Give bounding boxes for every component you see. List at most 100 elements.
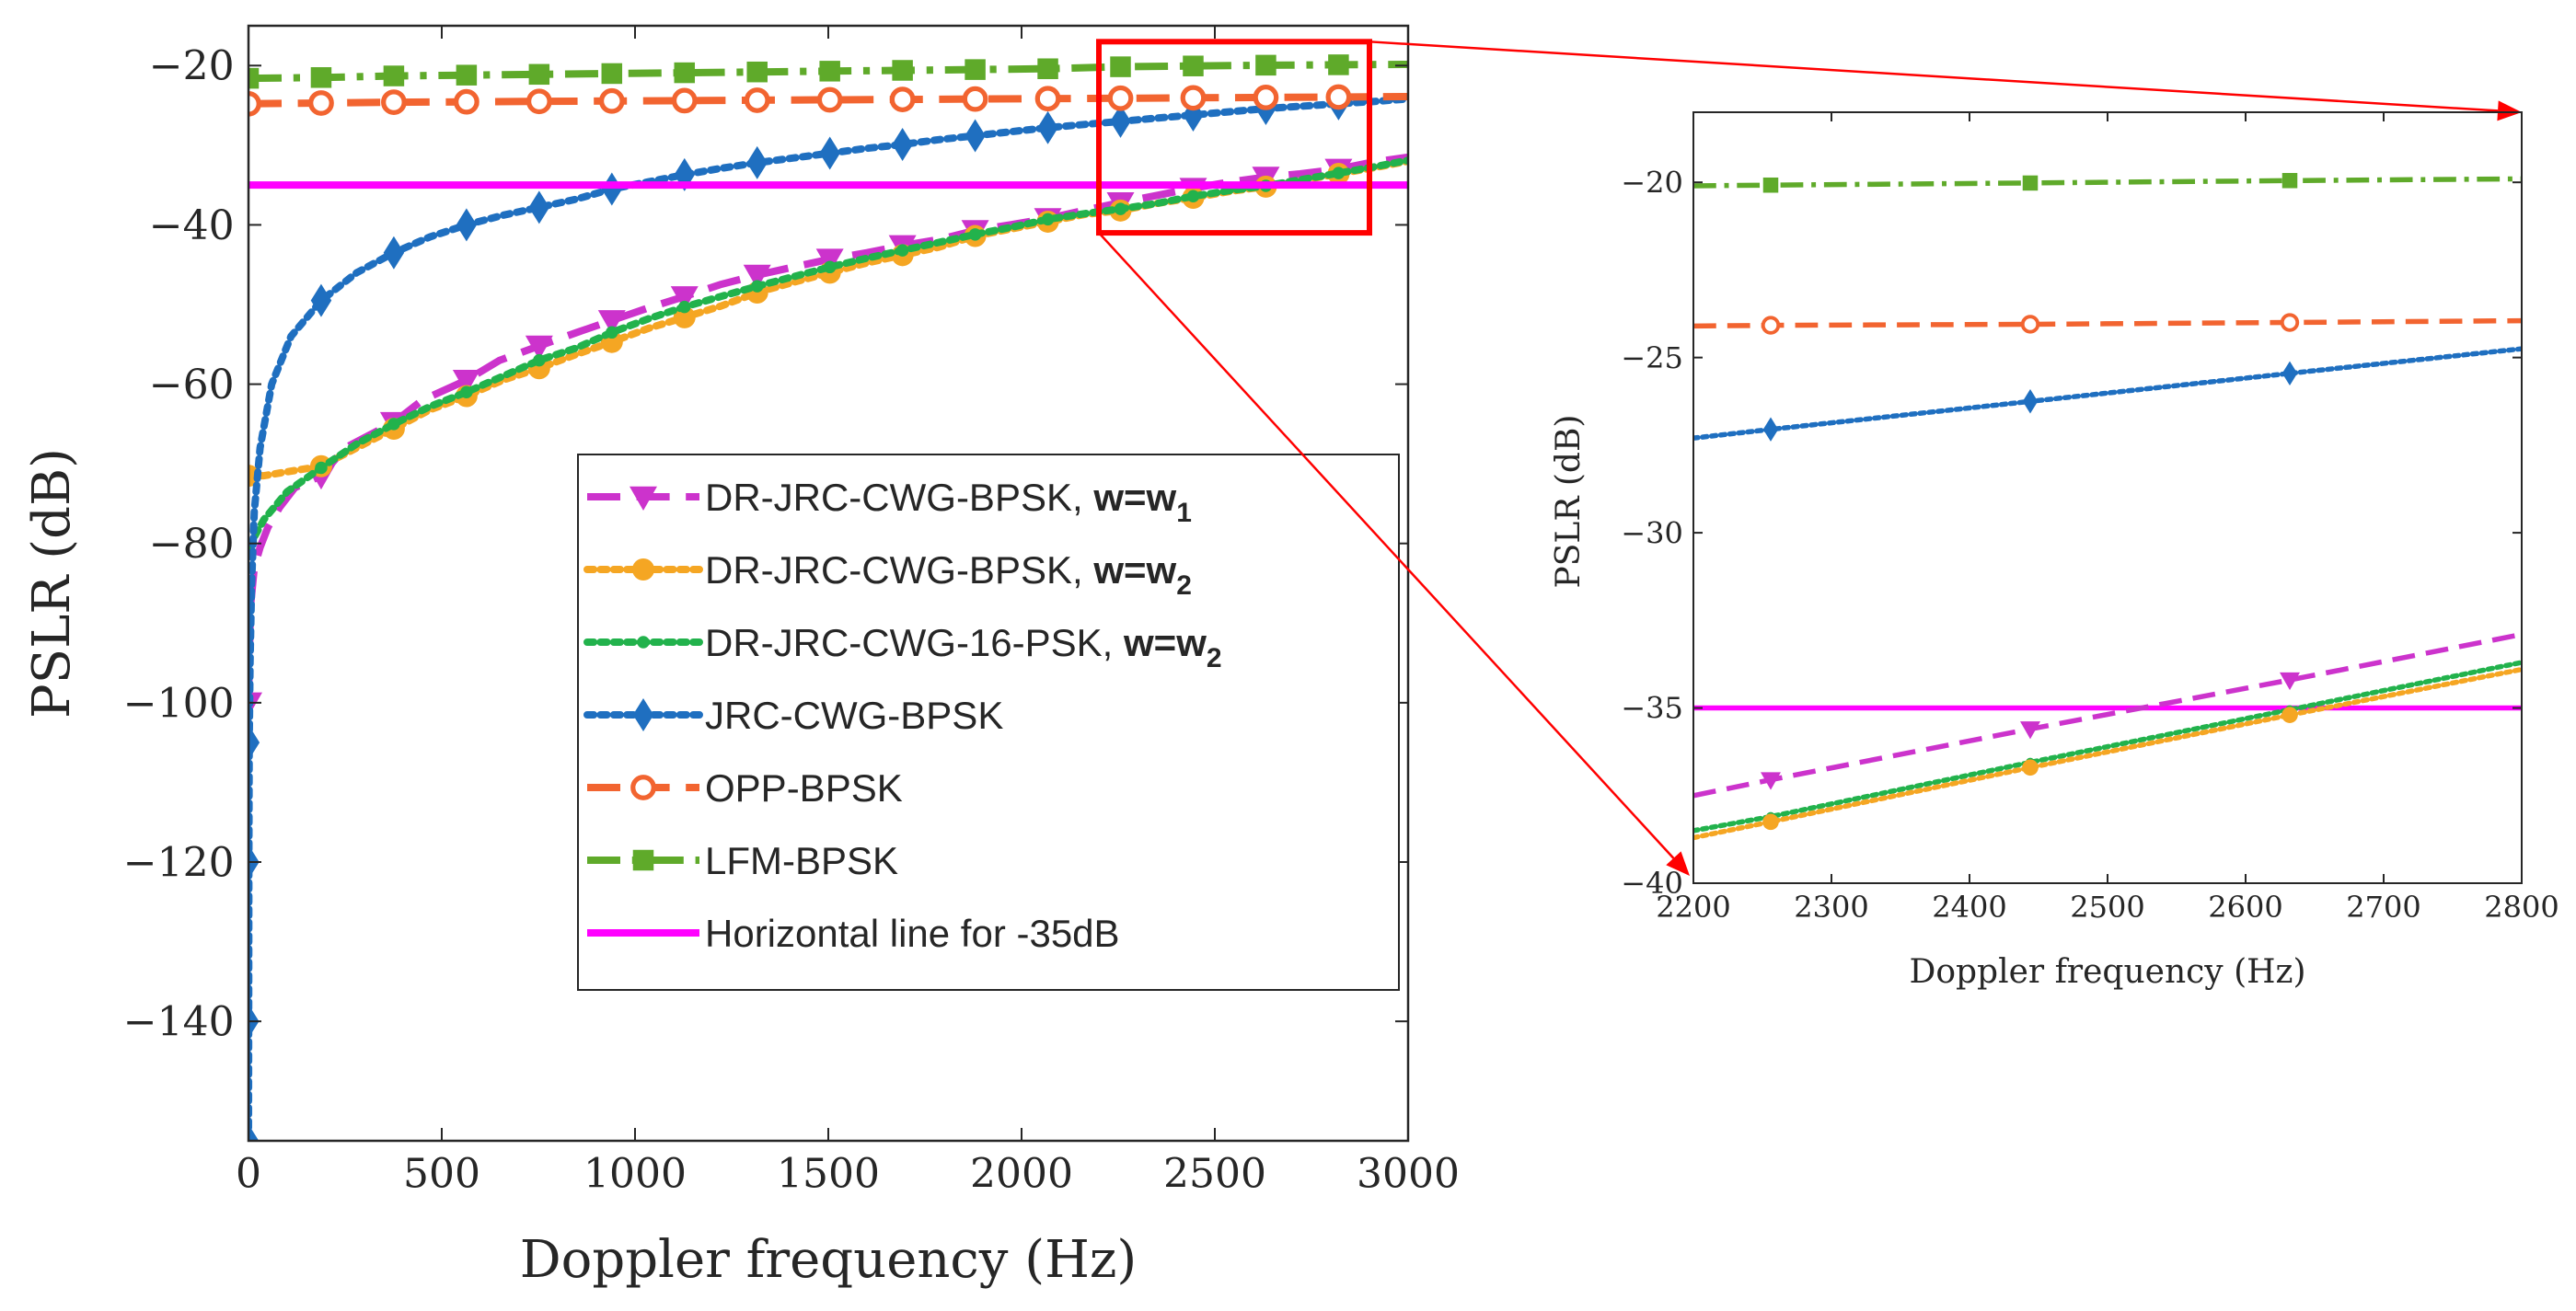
legend-entry-jrc-cwg-bpsk: JRC-CWG-BPSK xyxy=(583,694,1003,737)
main-marker-lfm-bpsk xyxy=(746,61,768,83)
main-marker-jrc-cwg-bpsk xyxy=(892,127,913,161)
main-marker-jrc-cwg-bpsk xyxy=(1110,104,1131,138)
main-series-dr-jrc-cwg-bpsk-w2 xyxy=(248,157,1408,488)
main-x-tick-label: 2000 xyxy=(970,1151,1073,1198)
main-y-tick-label: −120 xyxy=(123,839,235,886)
inset-marker-lfm-bpsk xyxy=(2022,175,2039,191)
main-marker-opp-bpsk xyxy=(381,89,407,115)
main-x-tick-label: 1500 xyxy=(777,1151,880,1198)
inset-marker-opp-bpsk xyxy=(1761,316,1781,335)
main-marker-dr-jrc-cwg-16-psk-w2 xyxy=(823,260,837,274)
inset-plot-frame xyxy=(1692,111,2523,884)
zoom-connectors xyxy=(1098,40,2522,876)
main-chart: 0 500 1000 1500 2000 2500 3000 −140 −120 −100 −80 −… xyxy=(22,24,1460,1290)
legend-entry-dr-jrc-cwg-16-psk-w2: DR-JRC-CWG-16-PSK, w=w2 xyxy=(583,621,1222,673)
main-marker-dr-jrc-cwg-bpsk-w1 xyxy=(597,310,626,335)
inset-marker-dr-jrc-cwg-bpsk-w2 xyxy=(1762,813,1779,831)
main-marker-dr-jrc-cwg-16-psk-w2 xyxy=(895,244,909,257)
inset-x-tick-label: 2400 xyxy=(1932,890,2006,925)
main-marker-dr-jrc-cwg-16-psk-w2 xyxy=(460,385,473,398)
legend-swatch-marker xyxy=(632,558,654,581)
main-y-axis-label: PSLR (dB) xyxy=(22,448,82,719)
legend-swatch-marker xyxy=(632,698,654,731)
inset-line-opp-bpsk xyxy=(1693,317,2522,329)
inset-line-dr-jrc-cwg-bpsk-w2 xyxy=(1693,666,2522,841)
legend-swatch-marker xyxy=(632,849,654,871)
main-marker-dr-jrc-cwg-16-psk-w2 xyxy=(1041,213,1055,226)
inset-marker-dr-jrc-cwg-bpsk-w1 xyxy=(2020,721,2040,740)
main-y-tick-label: −60 xyxy=(149,362,235,408)
zoom-box xyxy=(1096,39,1372,236)
main-line-opp-bpsk xyxy=(248,93,1408,108)
legend-label: LFM-BPSK xyxy=(705,839,898,882)
main-marker-lfm-bpsk xyxy=(1328,54,1349,75)
main-marker-opp-bpsk xyxy=(744,87,770,113)
main-marker-dr-jrc-cwg-16-psk-w2 xyxy=(750,280,764,293)
inset-marker-lfm-bpsk xyxy=(2281,173,2298,189)
main-x-tick-label: 2500 xyxy=(1163,1151,1266,1198)
inset-marker-opp-bpsk xyxy=(2020,315,2040,334)
main-series-opp-bpsk xyxy=(248,84,1408,117)
main-marker-opp-bpsk xyxy=(962,86,988,112)
legend-entry-horizontal-line-for-35db: Horizontal line for -35dB xyxy=(587,912,1120,955)
main-marker-lfm-bpsk xyxy=(965,59,986,80)
connector-arrow-top xyxy=(1369,40,2499,112)
inset-line-lfm-bpsk xyxy=(1693,176,2522,189)
main-marker-opp-bpsk xyxy=(454,88,479,115)
main-marker-jrc-cwg-bpsk xyxy=(746,145,768,179)
main-y-tick-label: −100 xyxy=(123,680,235,727)
main-marker-opp-bpsk xyxy=(816,86,843,113)
main-marker-dr-jrc-cwg-16-psk-w2 xyxy=(678,300,691,314)
inset-x-tick-label: 2800 xyxy=(2484,890,2559,925)
arrowhead-bottom xyxy=(1666,851,1690,876)
legend-swatch-marker xyxy=(630,486,657,511)
inset-line-dr-jrc-cwg-bpsk-w1 xyxy=(1693,631,2522,799)
main-marker-dr-jrc-cwg-16-psk-w2 xyxy=(968,228,982,241)
main-marker-dr-jrc-cwg-16-psk-w2 xyxy=(606,326,618,339)
legend-entry-dr-jrc-cwg-bpsk-w2: DR-JRC-CWG-BPSK, w=w2 xyxy=(583,548,1192,601)
inset-ticks: 2200 2300 2400 2500 2600 2700 2800 −40 −35 −30 −25… xyxy=(1621,112,2559,925)
main-marker-lfm-bpsk xyxy=(1110,56,1131,77)
connector-arrow-bottom xyxy=(1098,232,1675,859)
legend-entry-opp-bpsk: OPP-BPSK xyxy=(587,766,903,810)
main-marker-lfm-bpsk xyxy=(892,60,913,81)
main-ticks: 0 500 1000 1500 2000 2500 3000 −140 −120 −100 −80 −… xyxy=(123,26,1460,1198)
main-marker-lfm-bpsk xyxy=(1255,54,1276,76)
main-marker-lfm-bpsk xyxy=(1183,55,1204,76)
inset-series-lfm-bpsk xyxy=(1693,173,2522,193)
inset-marker-opp-bpsk xyxy=(2280,313,2300,332)
inset-series-dr-jrc-cwg-bpsk-w1 xyxy=(1693,631,2522,799)
inset-series-dr-jrc-cwg-16-psk-w2 xyxy=(1693,660,2522,834)
legend: DR-JRC-CWG-BPSK, w=w1 DR-JRC-CWG-BPSK, w=… xyxy=(577,454,1400,991)
main-series-layer xyxy=(248,54,1408,1141)
inset-line-jrc-cwg-bpsk xyxy=(1693,346,2522,441)
main-marker-lfm-bpsk xyxy=(310,67,332,88)
main-y-tick-label: −20 xyxy=(149,43,235,90)
inset-chart: 2200 2300 2400 2500 2600 2700 2800 −40 −35 −30 −25… xyxy=(1550,111,2559,991)
legend-entry-lfm-bpsk: LFM-BPSK xyxy=(587,839,898,882)
inset-series-dr-jrc-cwg-bpsk-w2 xyxy=(1693,666,2522,841)
main-line-dr-jrc-cwg-bpsk-w2 xyxy=(248,157,1408,480)
main-x-tick-label: 500 xyxy=(403,1151,480,1198)
main-marker-dr-jrc-cwg-16-psk-w2 xyxy=(1186,190,1200,203)
main-marker-opp-bpsk xyxy=(1180,85,1207,111)
main-y-tick-label: −140 xyxy=(123,999,235,1046)
main-marker-opp-bpsk xyxy=(1325,84,1352,110)
main-y-tick-label: −80 xyxy=(149,521,235,568)
main-marker-opp-bpsk xyxy=(1107,85,1134,111)
main-series-lfm-bpsk xyxy=(248,54,1408,89)
main-marker-dr-jrc-cwg-16-psk-w2 xyxy=(387,418,400,431)
inset-x-tick-label: 2700 xyxy=(2346,890,2420,925)
main-marker-dr-jrc-cwg-bpsk-w1 xyxy=(525,335,553,361)
main-marker-dr-jrc-cwg-bpsk-w1 xyxy=(670,286,699,311)
main-x-tick-label: 0 xyxy=(236,1151,261,1198)
inset-x-tick-label: 2300 xyxy=(1794,890,1868,925)
main-x-tick-label: 1000 xyxy=(583,1151,687,1198)
main-y-tick-label: −40 xyxy=(149,202,235,249)
legend-label: Horizontal line for -35dB xyxy=(705,912,1120,955)
main-line-dr-jrc-cwg-16-psk-w2 xyxy=(248,156,1408,551)
main-marker-jrc-cwg-bpsk xyxy=(310,283,332,317)
main-marker-dr-jrc-cwg-bpsk-w1 xyxy=(815,248,844,273)
inset-marker-dr-jrc-cwg-bpsk-w2 xyxy=(2281,707,2298,723)
main-x-tick-label: 3000 xyxy=(1357,1151,1460,1198)
